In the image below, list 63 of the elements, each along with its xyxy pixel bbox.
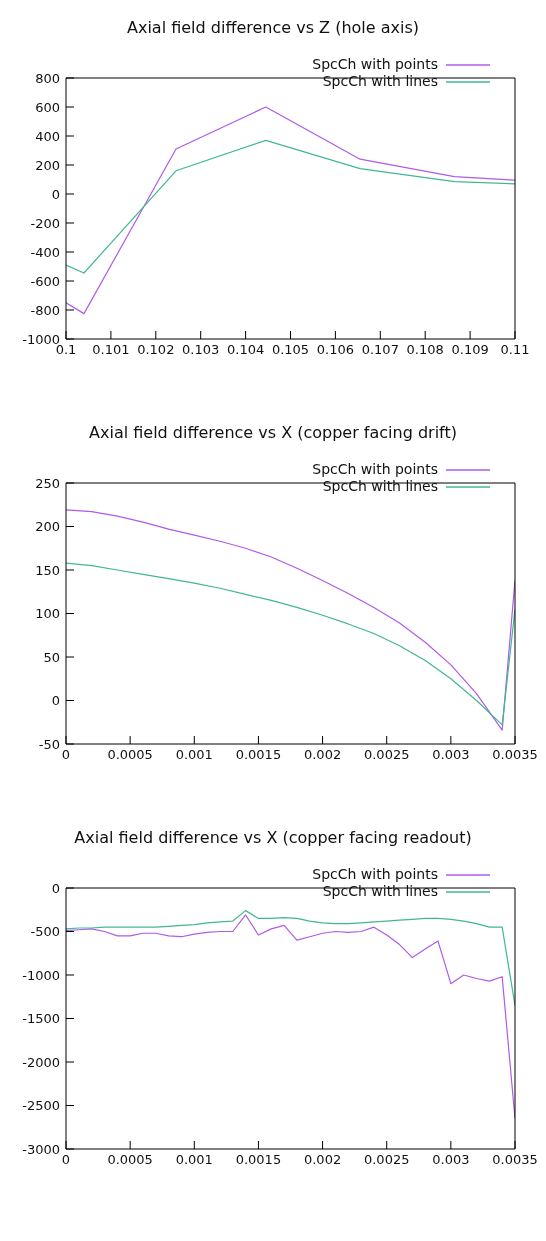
x-tick-label: 0.0025	[363, 1152, 410, 1168]
y-tick-label: -500	[30, 924, 60, 940]
x-tick-label: 0.104	[226, 342, 265, 358]
x-tick-label: 0.002	[303, 1152, 342, 1168]
x-tick-label: 0.103	[182, 342, 220, 358]
legend-label: SpcCh with points	[312, 56, 438, 73]
chart-title: Axial field difference vs X (copper facing readout)	[73, 828, 473, 847]
x-tick-label: 0.002	[303, 747, 342, 763]
x-tick-label: 0	[61, 1152, 71, 1168]
y-tick-label: -600	[30, 273, 60, 289]
chart-title: Axial field difference vs Z (hole axis)	[126, 18, 420, 37]
y-tick-label: -1000	[22, 967, 60, 983]
y-tick-label: -400	[30, 244, 60, 260]
y-tick-label: -800	[30, 302, 60, 318]
legend-label: SpcCh with lines	[322, 883, 438, 900]
y-tick-label: 50	[43, 649, 60, 665]
x-tick-label: 0	[61, 747, 71, 763]
x-tick-label: 0.109	[451, 342, 489, 358]
y-tick-label: 100	[35, 606, 60, 622]
x-tick-label: 0.0015	[235, 747, 282, 763]
legend-label: SpcCh with lines	[322, 73, 438, 90]
line-series	[66, 106, 515, 315]
y-tick-label: 250	[35, 475, 60, 491]
x-tick-label: 0.003	[432, 747, 470, 763]
line-series	[66, 562, 515, 726]
chart-title: Axial field difference vs X (copper facing drift)	[88, 423, 458, 442]
x-tick-label: 0.0035	[492, 747, 538, 763]
y-tick-label: 600	[35, 99, 60, 115]
legend-label: SpcCh with points	[312, 866, 438, 883]
legend-label: SpcCh with lines	[322, 478, 438, 495]
y-tick-label: 0	[51, 186, 60, 202]
x-tick-label: 0.0025	[363, 747, 410, 763]
y-tick-label: 200	[35, 519, 60, 535]
y-tick-label: -50	[38, 736, 60, 752]
x-tick-label: 0.0005	[107, 747, 153, 763]
x-tick-label: 0.003	[432, 1152, 470, 1168]
x-tick-label: 0.0005	[107, 1152, 153, 1168]
y-tick-label: 150	[35, 562, 60, 578]
y-tick-label: 0	[51, 880, 60, 896]
x-tick-label: 0.001	[175, 1152, 213, 1168]
y-tick-label: -1500	[22, 1011, 60, 1027]
line-series	[66, 139, 515, 274]
y-tick-label: 400	[35, 128, 60, 144]
x-tick-label: 0.101	[92, 342, 130, 358]
x-tick-label: 0.105	[271, 342, 310, 358]
x-tick-label: 0.1	[55, 342, 77, 358]
x-tick-label: 0.102	[137, 342, 175, 358]
y-tick-label: -2000	[22, 1054, 60, 1070]
line-series	[66, 509, 515, 731]
x-tick-label: 0.001	[175, 747, 213, 763]
x-tick-label: 0.107	[361, 342, 399, 358]
legend-label: SpcCh with points	[312, 461, 438, 478]
x-tick-label: 0.0015	[235, 1152, 282, 1168]
x-tick-label: 0.0035	[492, 1152, 538, 1168]
y-tick-label: -200	[30, 215, 60, 231]
y-tick-label: 0	[51, 693, 60, 709]
y-tick-label: -3000	[22, 1141, 60, 1157]
x-tick-label: 0.11	[500, 342, 530, 358]
y-tick-label: -2500	[22, 1098, 60, 1114]
y-tick-label: 200	[35, 157, 60, 173]
y-tick-label: 800	[35, 70, 60, 86]
x-tick-label: 0.108	[406, 342, 444, 358]
x-tick-label: 0.106	[316, 342, 355, 358]
